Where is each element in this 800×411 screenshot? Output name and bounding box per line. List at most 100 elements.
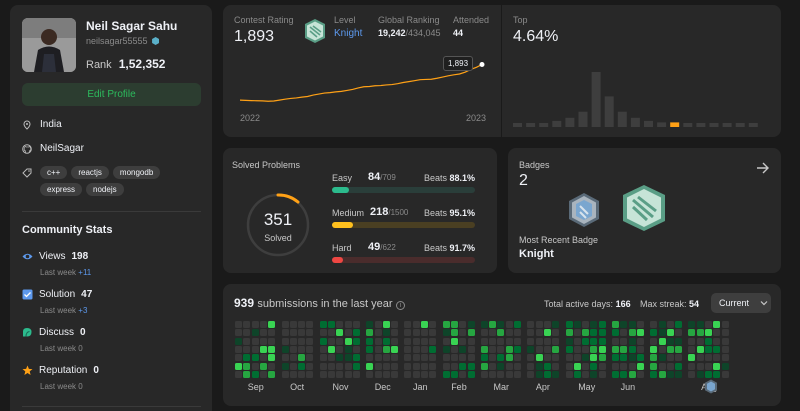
heatmap-day[interactable] xyxy=(666,345,674,353)
heatmap-day[interactable] xyxy=(675,329,683,337)
heatmap-day[interactable] xyxy=(497,370,505,378)
heatmap-day[interactable] xyxy=(268,345,276,353)
heatmap-day[interactable] xyxy=(467,370,475,378)
heatmap-day[interactable] xyxy=(243,354,251,362)
rating-current-point[interactable] xyxy=(479,62,485,67)
heatmap-day[interactable] xyxy=(382,337,390,345)
heatmap-day[interactable] xyxy=(235,370,242,378)
percentile-bar[interactable] xyxy=(630,117,640,127)
heatmap-day[interactable] xyxy=(650,362,658,370)
heatmap-day[interactable] xyxy=(721,362,729,370)
heatmap-day[interactable] xyxy=(721,370,729,378)
heatmap-day[interactable] xyxy=(442,362,450,370)
heatmap-day[interactable] xyxy=(688,362,696,370)
percentile-bar[interactable] xyxy=(670,122,680,127)
heatmap-day[interactable] xyxy=(467,354,475,362)
heatmap-day[interactable] xyxy=(666,354,674,362)
heatmap-day[interactable] xyxy=(259,362,267,370)
heatmap-day[interactable] xyxy=(251,345,259,353)
heatmap-day[interactable] xyxy=(429,370,437,378)
heatmap-day[interactable] xyxy=(636,362,644,370)
heatmap-day[interactable] xyxy=(459,362,467,370)
heatmap-day[interactable] xyxy=(298,321,306,328)
heatmap-day[interactable] xyxy=(480,362,488,370)
percentile-bar[interactable] xyxy=(617,111,627,127)
heatmap-day[interactable] xyxy=(412,329,420,337)
heatmap-day[interactable] xyxy=(459,345,467,353)
heatmap-day[interactable] xyxy=(552,321,560,328)
heatmap-day[interactable] xyxy=(628,362,636,370)
skill-tag[interactable]: nodejs xyxy=(86,183,124,196)
heatmap-day[interactable] xyxy=(352,345,360,353)
heatmap-day[interactable] xyxy=(259,329,267,337)
heatmap-day[interactable] xyxy=(543,321,551,328)
heatmap-day[interactable] xyxy=(421,370,428,378)
heatmap-day[interactable] xyxy=(442,370,450,378)
heatmap-day[interactable] xyxy=(590,354,598,362)
heatmap-day[interactable] xyxy=(382,370,390,378)
heatmap-day[interactable] xyxy=(527,370,535,378)
heatmap-day[interactable] xyxy=(489,362,497,370)
heatmap-day[interactable] xyxy=(306,321,314,328)
heatmap-day[interactable] xyxy=(598,337,606,345)
skill-tag[interactable]: c++ xyxy=(40,166,68,179)
github-row[interactable]: NeilSagar xyxy=(22,143,84,154)
heatmap-day[interactable] xyxy=(713,329,721,337)
heatmap-day[interactable] xyxy=(382,321,390,328)
skill-tag[interactable]: express xyxy=(40,183,83,196)
percentile-bar[interactable] xyxy=(539,123,549,127)
heatmap-day[interactable] xyxy=(382,354,390,362)
heatmap-day[interactable] xyxy=(573,321,581,328)
heatmap-day[interactable] xyxy=(713,337,721,345)
heatmap-day[interactable] xyxy=(552,370,560,378)
heatmap-day[interactable] xyxy=(696,362,704,370)
heatmap-day[interactable] xyxy=(514,370,521,378)
heatmap-day[interactable] xyxy=(404,362,412,370)
heatmap-day[interactable] xyxy=(535,370,543,378)
heatmap-day[interactable] xyxy=(666,337,674,345)
heatmap-day[interactable] xyxy=(514,321,521,328)
heatmap-day[interactable] xyxy=(543,370,551,378)
heatmap-day[interactable] xyxy=(391,329,399,337)
heatmap-day[interactable] xyxy=(467,337,475,345)
heatmap-day[interactable] xyxy=(705,354,712,362)
heatmap-day[interactable] xyxy=(620,337,628,345)
heatmap-day[interactable] xyxy=(527,362,535,370)
heatmap-day[interactable] xyxy=(636,337,644,345)
heatmap-day[interactable] xyxy=(497,345,505,353)
heatmap-day[interactable] xyxy=(412,354,420,362)
heatmap-day[interactable] xyxy=(582,337,590,345)
heatmap-day[interactable] xyxy=(696,354,704,362)
heatmap-day[interactable] xyxy=(565,329,573,337)
heatmap-day[interactable] xyxy=(235,345,242,353)
heatmap-day[interactable] xyxy=(344,329,352,337)
heatmap-day[interactable] xyxy=(366,345,374,353)
heatmap-day[interactable] xyxy=(628,370,636,378)
heatmap-day[interactable] xyxy=(612,321,619,328)
heatmap-day[interactable] xyxy=(243,329,251,337)
heatmap-day[interactable] xyxy=(705,329,712,337)
heatmap-day[interactable] xyxy=(505,329,513,337)
heatmap-day[interactable] xyxy=(459,321,467,328)
percentile-bar[interactable] xyxy=(526,123,536,127)
heatmap-day[interactable] xyxy=(713,370,721,378)
heatmap-day[interactable] xyxy=(565,370,573,378)
heatmap-day[interactable] xyxy=(251,337,259,345)
heatmap-day[interactable] xyxy=(450,329,458,337)
heatmap-day[interactable] xyxy=(459,370,467,378)
heatmap-day[interactable] xyxy=(666,370,674,378)
heatmap-day[interactable] xyxy=(696,337,704,345)
heatmap-day[interactable] xyxy=(366,354,374,362)
skill-tag[interactable]: reactjs xyxy=(71,166,109,179)
heatmap-day[interactable] xyxy=(573,337,581,345)
heatmap-day[interactable] xyxy=(620,370,628,378)
heatmap-day[interactable] xyxy=(352,329,360,337)
heatmap-day[interactable] xyxy=(721,329,729,337)
heatmap-day[interactable] xyxy=(366,329,374,337)
heatmap-day[interactable] xyxy=(505,370,513,378)
heatmap-day[interactable] xyxy=(268,329,276,337)
heatmap-day[interactable] xyxy=(298,362,306,370)
heatmap-day[interactable] xyxy=(235,354,242,362)
heatmap-day[interactable] xyxy=(489,337,497,345)
heatmap-day[interactable] xyxy=(505,337,513,345)
